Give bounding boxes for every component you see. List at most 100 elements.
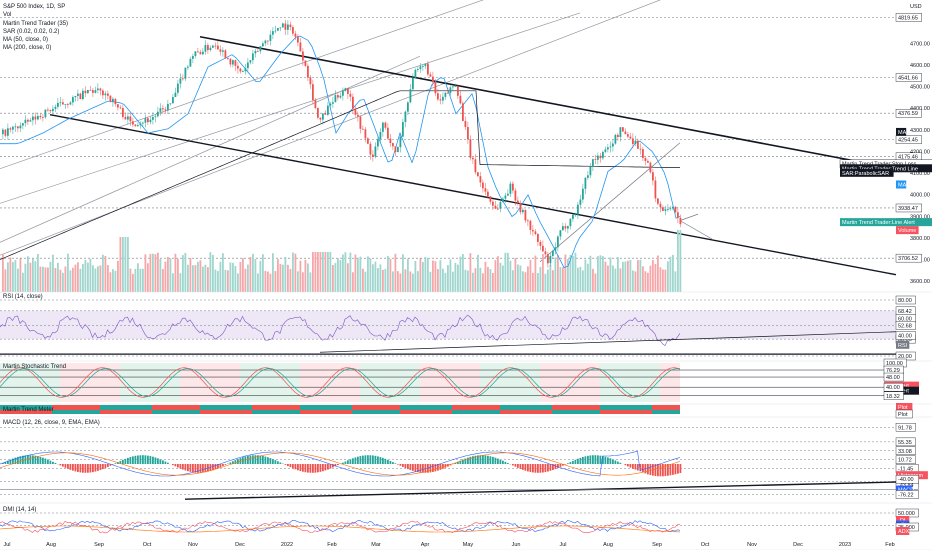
macd-histogram-bar [104,464,107,469]
candle [352,96,354,109]
stoch-bg-zone [570,363,580,402]
trend-meter-cell [636,405,640,410]
candle [24,119,27,124]
stoch-tag-bg [883,382,904,392]
volume-bar [637,260,639,292]
trend-meter-cell [128,410,132,414]
volume-bar [52,254,54,292]
price-tag: 4376.59 [895,109,922,118]
volume-bar [657,255,659,292]
volume-bar [484,261,487,292]
candle [419,66,422,70]
candle [664,209,667,211]
trend-meter-cell [296,410,300,414]
macd-histogram-bar [549,464,552,471]
candle [522,209,524,213]
upper-trendline [199,35,897,170]
stoch-bg-zone [310,363,320,402]
candle [494,205,497,209]
trend-meter-cell [52,410,56,414]
trend-meter-cell [540,405,544,410]
volume-bar [314,252,317,292]
stoch-bg-zone [0,363,10,402]
meter-tag: Plot [895,409,913,419]
legend-trend-trader: Martin Trend Trader (35) [3,20,69,27]
volume-bar [214,269,217,292]
trend-meter-cell [528,405,532,410]
stoch-bg-zone [180,363,190,402]
trend-meter-cell [612,410,616,414]
volume-bar [629,260,632,292]
trend-meter-cell [600,405,604,410]
candle [79,93,82,99]
macd-histogram-bar [377,456,379,464]
rsi-tag-text: 60.00 [898,317,912,323]
volume-bar [219,261,222,292]
macd-histogram-bar [179,464,182,469]
trend-meter-cell [676,405,680,410]
volume-bar [577,267,579,292]
trend-meter-cell [424,410,428,414]
trend-meter-cell [204,410,208,414]
candle [604,149,607,152]
time-axis-label: Mar [371,542,381,548]
candle [42,117,44,118]
macd-histogram-bar [349,459,352,464]
candle [224,50,227,59]
volume-bar [102,254,104,292]
macd-histogram-bar [442,464,444,469]
candle [424,63,427,67]
trend-meter-cell [596,405,600,410]
trend-meter-cell [548,405,552,410]
trend-meter-cell [392,410,396,414]
trend-meter-cell [664,410,668,414]
candle [149,119,152,123]
trend-meter-cell [380,410,384,414]
macd-histogram-bar [429,464,432,473]
volume-bar [467,270,469,292]
trend-meter-cell [588,410,592,414]
volume-bar [57,262,59,292]
candle [284,23,287,30]
trend-meter-cell [176,405,180,410]
macd-histogram-bar [4,461,7,464]
candle [164,109,167,111]
volume-bar [232,262,234,292]
currency-label: USD [910,4,922,10]
trend-meter-cell [592,405,596,410]
trend-meter-cell [284,405,288,410]
trend-meter-cell [32,410,36,414]
volume-bar [402,254,404,292]
volume-bar [154,254,157,292]
candle [277,28,279,31]
trend-meter-cell [320,405,324,410]
candle [589,166,592,176]
volume-bar [339,260,342,292]
trend-meter-cell [44,405,48,410]
trend-meter-cell [164,410,168,414]
trend-meter-cell [332,410,336,414]
macd-histogram-bar [357,456,359,464]
price-tag-bg [895,135,922,144]
trend-meter-cell [404,410,408,414]
trend-meter-cell [516,405,520,410]
trend-meter-cell [252,405,256,410]
macd-histogram-bar [84,464,87,473]
volume-bar [7,262,9,292]
candle [384,122,387,128]
candle [394,146,397,153]
candle [537,234,539,242]
macd-tag-bg [895,475,919,484]
trend-meter-pane-label: Martin Trend Meter [3,407,54,413]
stoch-bg-zone [390,363,400,402]
candle [142,122,144,124]
candle [227,58,229,59]
trend-meter-cell [592,410,596,414]
macd-histogram-bar [64,464,67,468]
volume-bar [289,268,292,292]
volume-bar [524,272,527,292]
volume-bar [642,266,644,292]
volume-bar [499,262,502,292]
trend-meter-cell [484,410,488,414]
